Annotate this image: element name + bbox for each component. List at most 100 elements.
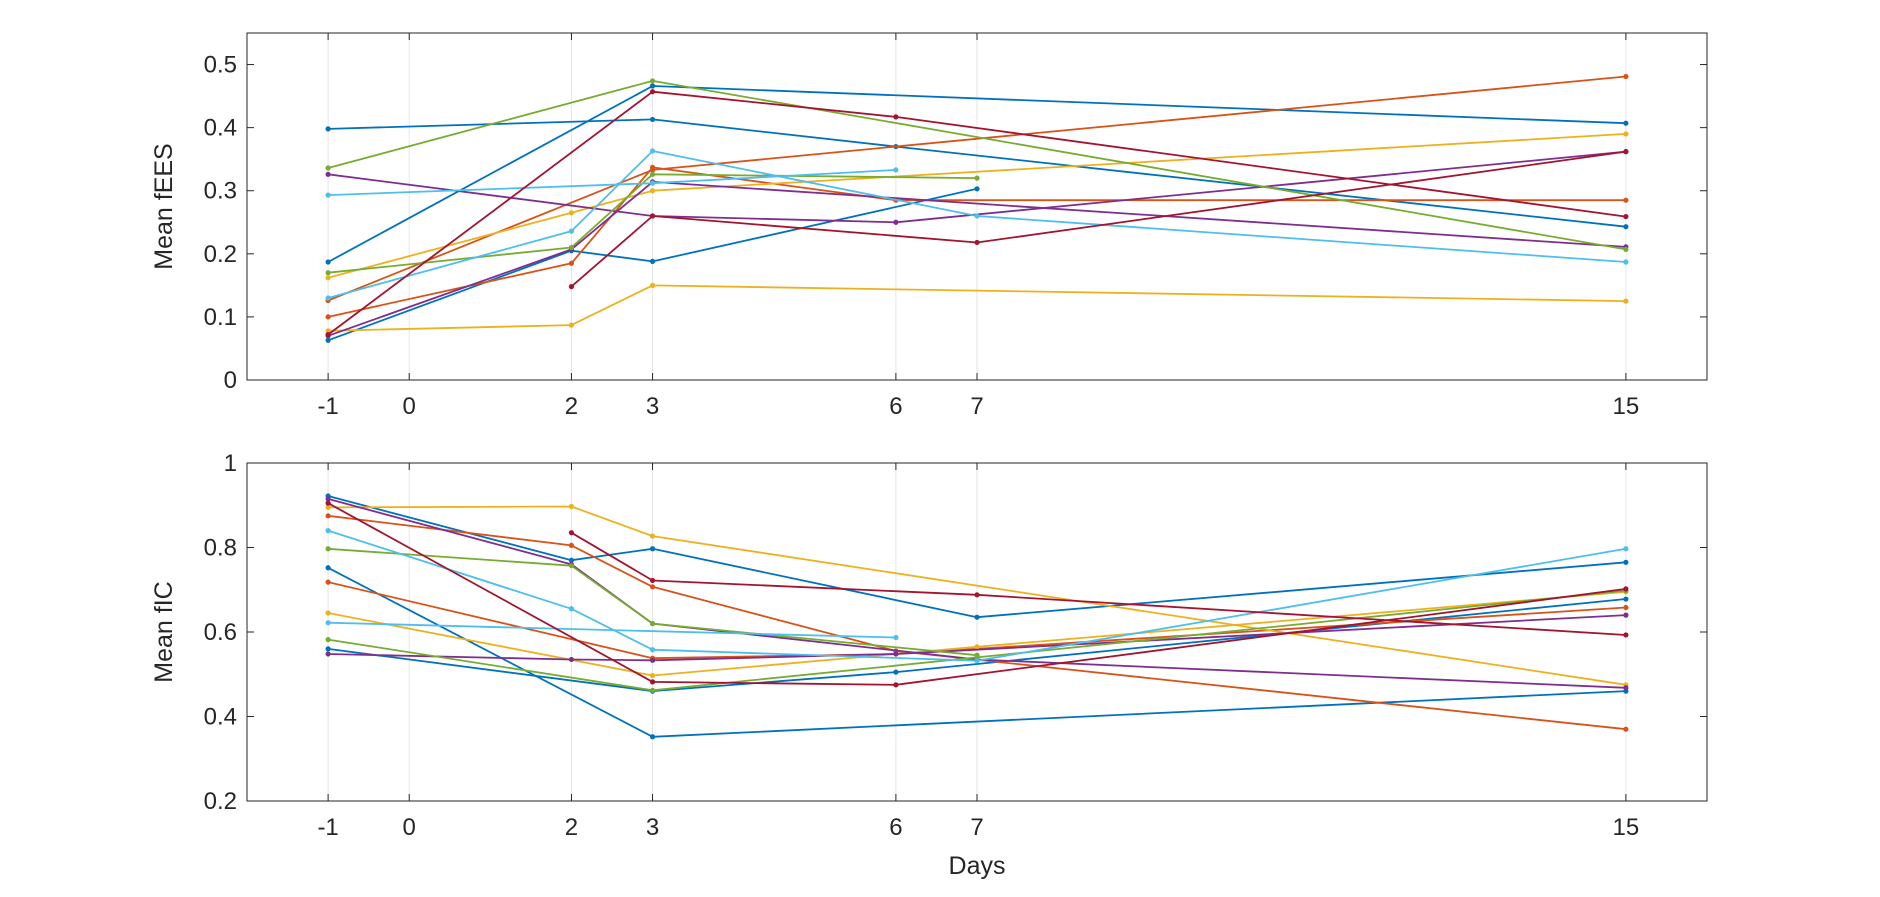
fees-data-point xyxy=(649,83,656,89)
fees-data-point xyxy=(893,167,899,173)
fic-data-point xyxy=(325,513,331,519)
fees-data-point xyxy=(568,210,575,216)
fic-data-point xyxy=(1623,596,1629,602)
fic-data-point xyxy=(974,644,980,650)
fic-data-point xyxy=(325,651,331,657)
fic-y-tick-label: 0.8 xyxy=(204,535,237,562)
fic-data-point xyxy=(893,669,899,675)
fic-data-point xyxy=(649,533,656,539)
fic-data-point xyxy=(568,503,575,510)
fic-data-point xyxy=(325,500,331,506)
fic-data-point xyxy=(974,658,980,664)
fees-y-axis-label: Mean fEES xyxy=(150,143,178,269)
fees-data-point xyxy=(325,165,331,171)
fic-data-point xyxy=(325,496,331,502)
fees-data-point xyxy=(1623,224,1629,230)
fees-data-point xyxy=(893,219,899,225)
fees-data-point xyxy=(325,171,331,177)
fees-data-point xyxy=(974,213,980,219)
fic-data-point xyxy=(649,647,656,653)
fees-y-tick-label: 0.5 xyxy=(204,52,237,79)
fees-y-tick-label: 0 xyxy=(224,367,237,394)
fees-data-point xyxy=(325,331,331,338)
fees-data-point xyxy=(649,171,656,177)
fic-data-point xyxy=(325,579,331,585)
fees-data-point xyxy=(649,180,656,186)
fic-data-point xyxy=(649,734,656,740)
fees-data-point xyxy=(1623,246,1629,253)
fic-y-tick-label: 0.2 xyxy=(204,788,237,815)
fic-data-point xyxy=(1623,632,1629,638)
fic-x-tick-label: 0 xyxy=(403,814,416,841)
fic-data-point xyxy=(1623,726,1629,732)
fic-series-line xyxy=(327,598,1626,692)
fees-series-line xyxy=(570,150,1627,288)
fees-data-point xyxy=(649,78,656,84)
fees-data-point xyxy=(649,282,656,288)
fees-y-tick-label: 0.4 xyxy=(204,115,237,142)
fic-series-line xyxy=(327,502,1627,686)
fic-data-point xyxy=(325,637,331,643)
fees-data-point xyxy=(568,244,575,251)
fic-data-point xyxy=(568,656,575,663)
fees-data-point xyxy=(325,192,331,198)
fees-data-point xyxy=(1623,120,1629,126)
fic-data-point xyxy=(325,504,331,510)
fees-data-point xyxy=(325,314,331,320)
fic-data-point xyxy=(1623,586,1629,592)
fic-data-point xyxy=(325,528,331,534)
fic-data-point xyxy=(649,546,656,552)
fees-data-point xyxy=(649,258,656,264)
fees-series-line xyxy=(327,187,978,342)
fees-data-point xyxy=(1623,149,1629,155)
fic-x-tick-label: 15 xyxy=(1613,814,1640,841)
fees-data-point xyxy=(649,188,656,194)
fic-data-point xyxy=(568,557,575,563)
fees-data-point xyxy=(568,260,575,266)
fic-data-point xyxy=(1623,604,1629,611)
fic-panel: -1 0 2 3 6 7 15 0.2 0.4 0.6 0.8 1 Mean fIC Days xyxy=(150,450,1708,880)
fees-data-point xyxy=(974,175,980,181)
fees-x-tick-label: 15 xyxy=(1613,393,1640,420)
fic-data-point xyxy=(893,651,899,657)
fic-data-point xyxy=(325,620,331,626)
fic-data-point xyxy=(325,610,331,616)
fees-x-tick-label: 0 xyxy=(403,393,416,420)
fees-data-point xyxy=(325,259,331,265)
fic-data-point xyxy=(568,606,575,612)
fees-data-point xyxy=(649,148,656,154)
fic-data-point xyxy=(568,542,575,548)
fic-data-point xyxy=(974,592,980,598)
fic-data-point xyxy=(325,546,331,552)
fees-series-line xyxy=(327,90,1627,336)
fees-data-point xyxy=(568,322,575,328)
fic-series-line xyxy=(570,531,1626,636)
fees-data-point xyxy=(649,116,656,123)
fees-panel: -1 0 2 3 6 7 15 0 0.1 0.2 0.3 0.4 0.5 Mean fEES xyxy=(150,32,1708,420)
fees-data-point xyxy=(325,328,331,334)
fees-data-point xyxy=(1623,73,1629,80)
fees-data-point xyxy=(649,213,656,219)
fic-y-axis-label: Mean fIC xyxy=(150,581,178,682)
fic-data-point xyxy=(649,657,656,663)
fees-x-tick-label: 2 xyxy=(565,393,578,420)
fees-x-tick-label: -1 xyxy=(317,393,338,420)
fees-data-point xyxy=(568,284,575,290)
fees-data-point xyxy=(649,167,656,173)
fic-x-tick-label: 3 xyxy=(646,814,659,841)
fees-x-tick-label: 3 xyxy=(646,393,659,420)
fic-series-line xyxy=(327,591,1626,677)
fees-data-point xyxy=(974,239,980,246)
fic-data-point xyxy=(649,687,656,693)
fic-data-point xyxy=(649,672,656,679)
fees-data-point xyxy=(325,337,331,343)
fees-y-tick-label: 0.2 xyxy=(204,241,237,268)
fic-data-point xyxy=(325,565,331,571)
fic-data-point xyxy=(893,634,899,641)
fic-data-point xyxy=(568,530,575,536)
fic-data-point xyxy=(649,679,656,685)
fees-x-tick-label: 6 xyxy=(889,393,902,420)
fees-data-point xyxy=(1623,131,1629,137)
fees-data-point xyxy=(568,228,575,234)
fees-data-point xyxy=(893,114,899,120)
